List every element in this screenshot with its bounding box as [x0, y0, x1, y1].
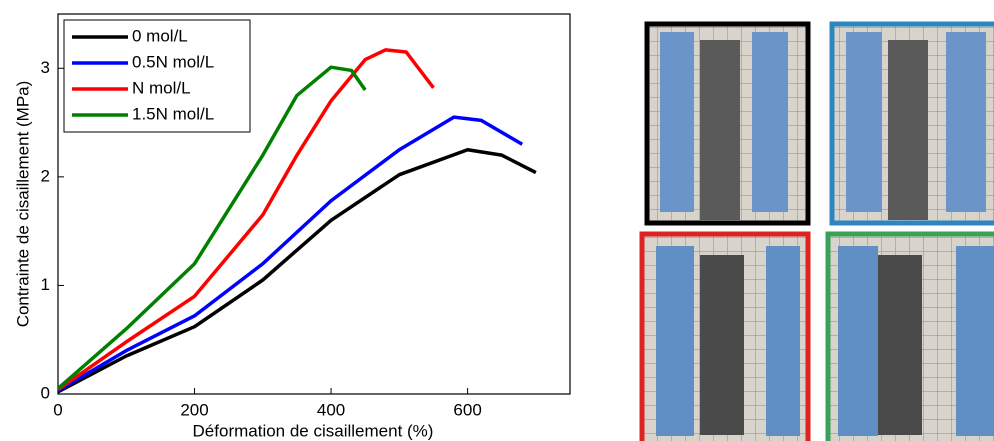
- photo-panel: [644, 21, 811, 226]
- y-tick-label: 0: [41, 383, 50, 402]
- data-line: [57, 115, 524, 393]
- y-tick-label: 2: [41, 166, 50, 185]
- data-line: [56, 48, 435, 392]
- photo-panel: [825, 231, 994, 441]
- legend-label: 0.5N mol/L: [132, 52, 214, 71]
- specimen: [752, 32, 788, 212]
- x-axis-label: Déformation de cisaillement (%): [193, 421, 434, 440]
- legend-label: 1.5N mol/L: [132, 104, 214, 123]
- specimen: [766, 246, 800, 436]
- legend-label: N mol/L: [132, 78, 191, 97]
- grip: [878, 255, 922, 435]
- data-line: [57, 147, 537, 394]
- plot: 0 200 400 600 0 1 2 3 0 mol/L 0.5N mol/L N mol/L 1.…: [41, 13, 571, 419]
- grip: [888, 40, 928, 220]
- specimen: [656, 246, 694, 436]
- y-tick-label: 3: [41, 58, 50, 77]
- specimen: [660, 32, 694, 212]
- x-tick-label: 400: [317, 400, 345, 419]
- y-axis-label: Contrainte de cisaillement (MPa): [13, 81, 32, 328]
- photo-panel: [639, 231, 811, 441]
- grip: [700, 255, 744, 435]
- specimen: [946, 32, 986, 212]
- grip: [700, 40, 740, 220]
- photo-panel: [829, 21, 994, 226]
- specimen: [838, 246, 878, 436]
- plot-frame: [57, 13, 571, 395]
- x-tick-label: 200: [180, 400, 208, 419]
- x-tick-label: 600: [453, 400, 481, 419]
- legend-label: 0 mol/L: [132, 26, 188, 45]
- data-line: [56, 65, 367, 390]
- specimen: [956, 246, 994, 436]
- specimen: [846, 32, 882, 212]
- x-tick-label: 0: [53, 400, 62, 419]
- y-tick-label: 1: [41, 275, 50, 294]
